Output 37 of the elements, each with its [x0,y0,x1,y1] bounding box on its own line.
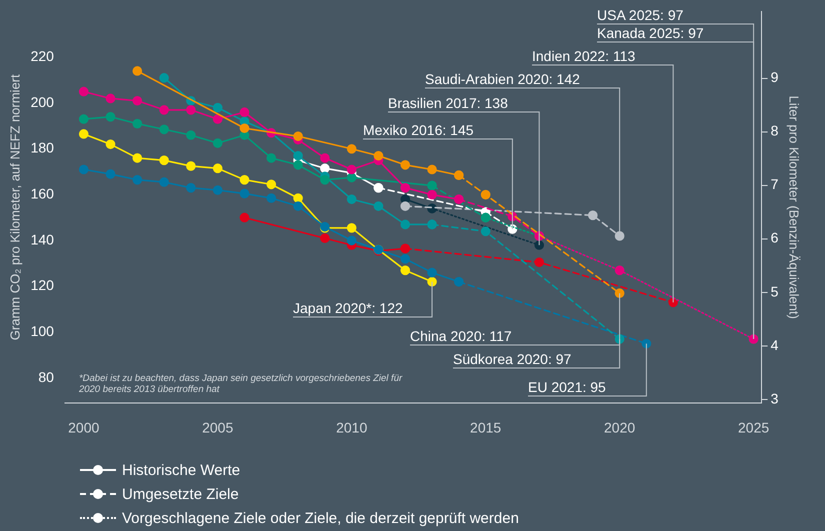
annotation: Südkorea 2020: 97 [453,351,572,367]
y-tick-label: 100 [30,323,54,340]
legend-label: Historische Werte [122,462,240,478]
y-tick-label: 140 [30,231,54,248]
y-tick-label: 120 [30,277,54,294]
annotation: Mexiko 2016: 145 [363,122,474,138]
annotation: *Dabei ist zu beachten, dass Japan sein gesetzlich vorgeschriebenes Ziel für 2020 bereits 2013 übertroffen hat [78,373,403,396]
y-tick-label: 200 [30,94,54,110]
x-tick-label: 2020 [604,419,636,436]
annotation: Brasilien 2017: 138 [388,95,508,111]
annotation: USA 2025: 97 [597,7,684,23]
x-tick-label: 2010 [336,419,368,436]
y-tick-label: 160 [30,186,54,202]
annotation: Saudi-Arabien 2020: 142 [425,71,580,87]
y2-tick-label: 6 [770,230,779,246]
y2-tick-label: 4 [770,336,779,353]
x-tick-label: 2000 [68,419,100,436]
x-tick-label: 2025 [738,419,770,436]
y2-tick-label: 9 [770,69,779,86]
y2-tick-label: 7 [770,176,779,192]
annotation: Japan 2020*: 122 [293,300,403,316]
y2-tick-label: 3 [770,390,779,406]
y-tick-label: 80 [38,368,54,385]
annotation: China 2020: 117 [410,328,512,344]
legend-label: Umgesetzte Ziele [122,486,239,502]
annotation: EU 2021: 95 [528,379,606,395]
y-tick-label: 180 [30,140,54,156]
annotation: Kanada 2025: 97 [597,25,704,41]
y-axis-title: Gramm CO₂ pro Kilometer, auf NEFZ normiert [7,74,22,340]
legend-label: Vorgeschlagene Ziele oder Ziele, die derzeit geprüft werden [122,510,519,526]
y-tick-label: 220 [30,48,54,64]
x-tick-label: 2005 [202,419,234,436]
annotation: Indien 2022: 113 [532,48,636,64]
y2-tick-label: 8 [770,122,779,139]
x-tick-label: 2015 [470,419,502,436]
y2-axis-title: Liter pro Kilometer (Benzin-Äquivalent) [786,96,802,319]
y2-tick-label: 5 [770,283,779,300]
